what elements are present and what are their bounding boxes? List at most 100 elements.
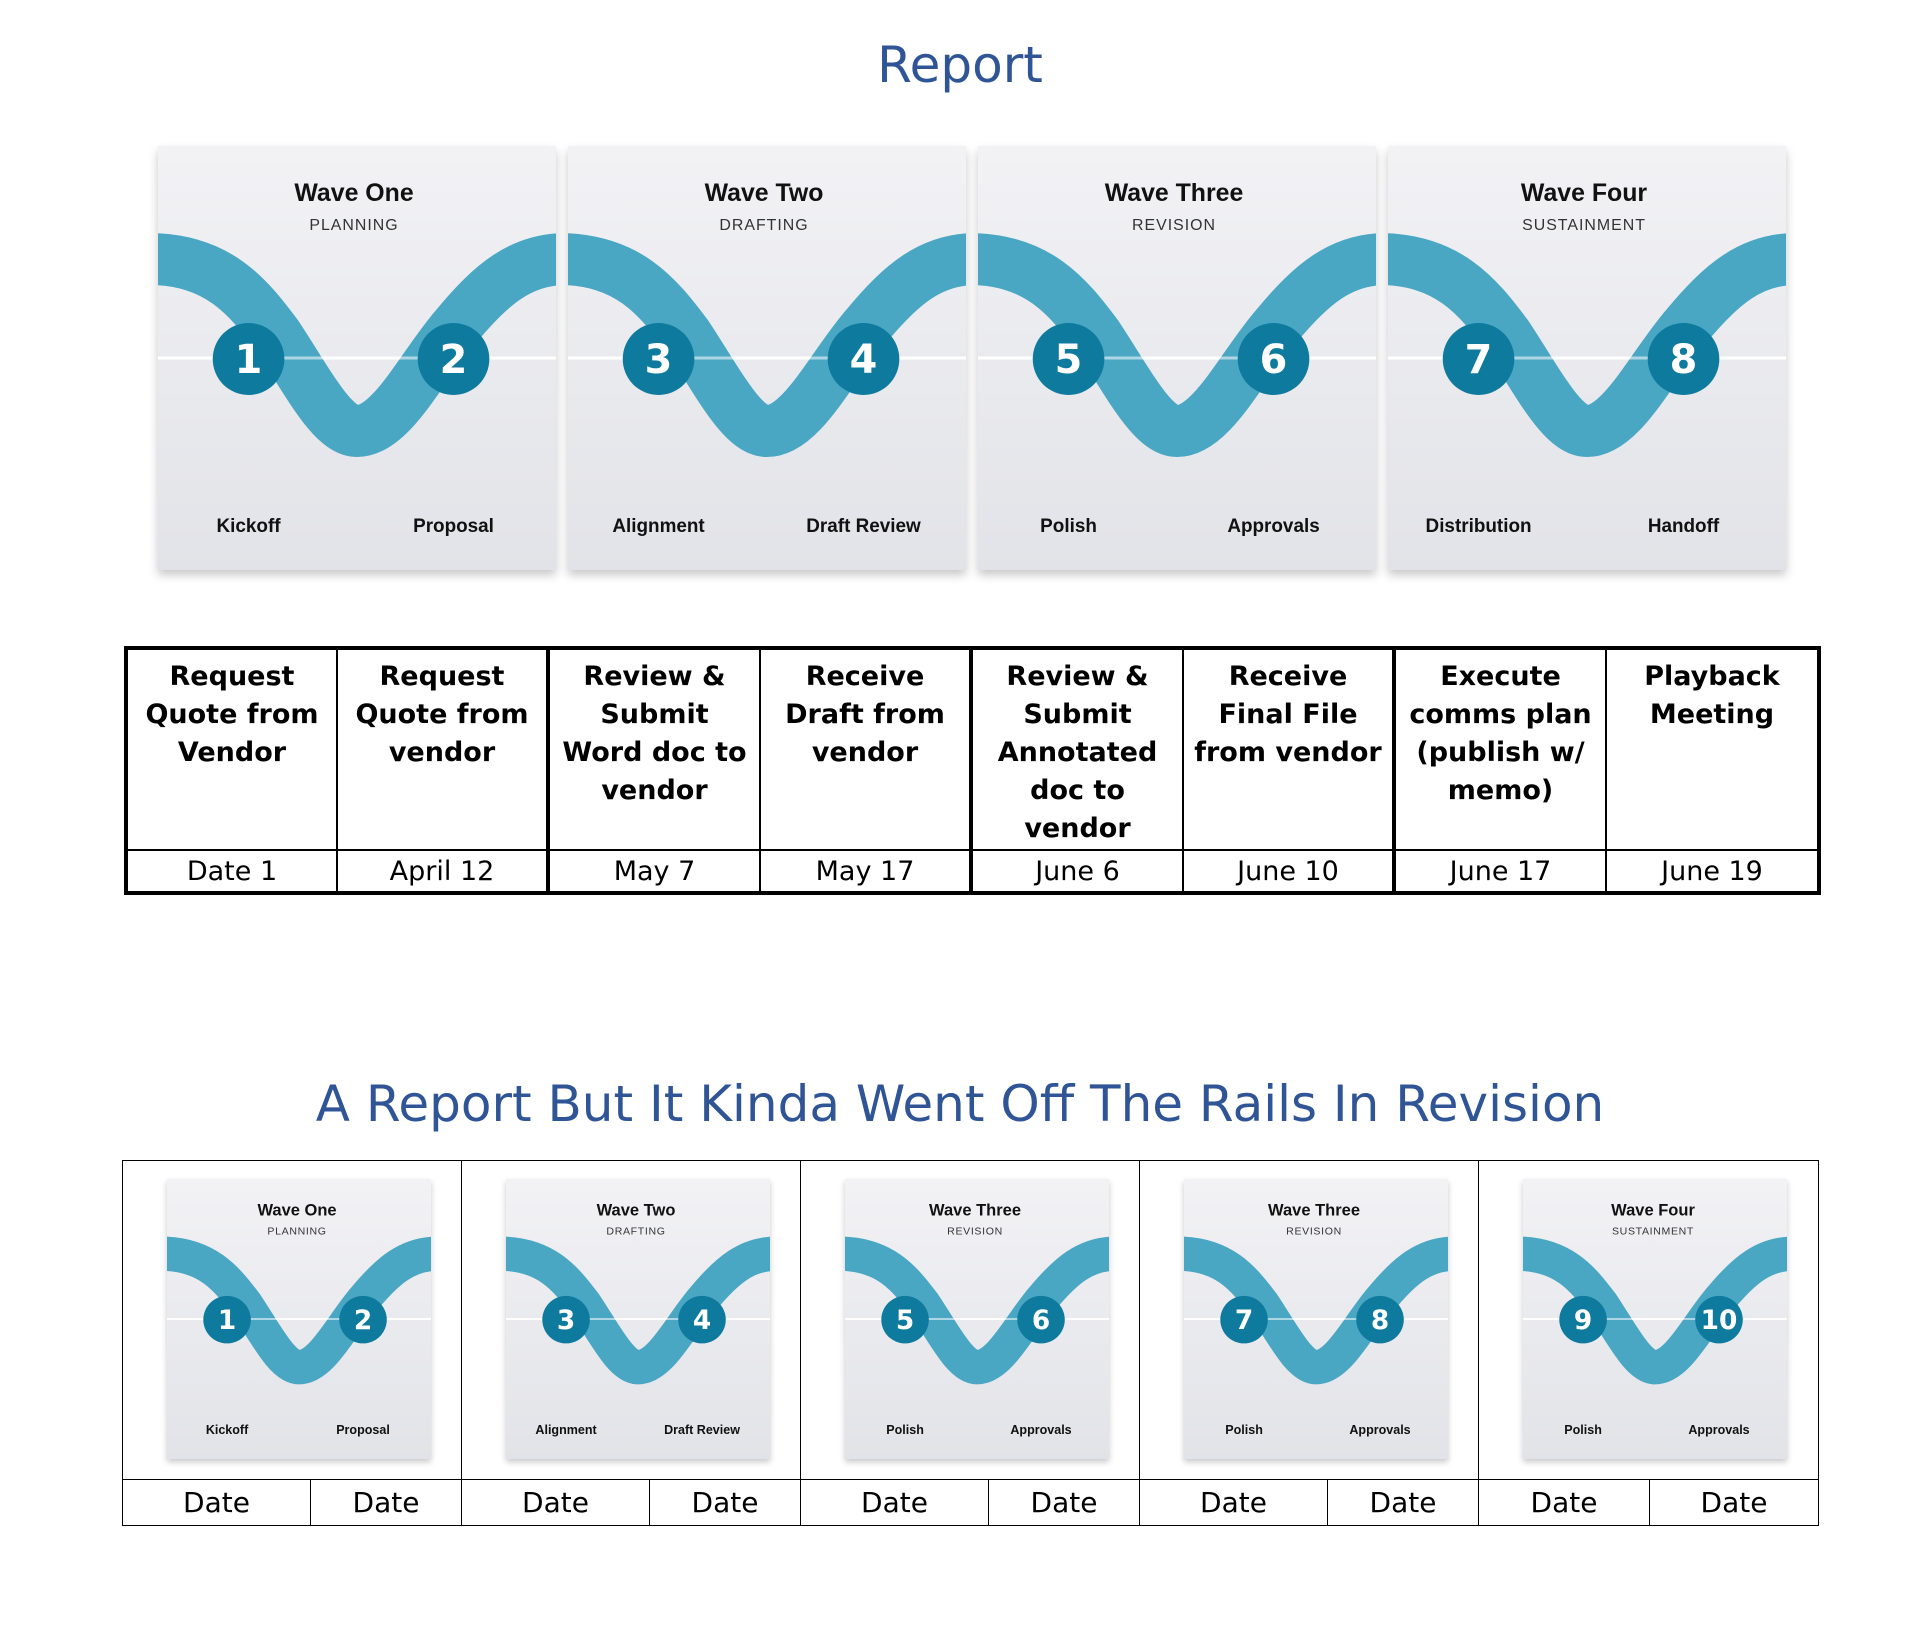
wave-ribbon xyxy=(1523,1236,1787,1385)
card-cell: 5 6 Wave Three REVISION Polish Approvals xyxy=(800,1160,1140,1480)
date-cell: Date xyxy=(1327,1479,1479,1526)
task-text-line: Review & xyxy=(1006,661,1149,692)
wave-card: 5 6 Wave Three REVISION Polish Approvals xyxy=(978,146,1376,570)
date-cell: Date xyxy=(122,1479,311,1526)
milestone-number: 7 xyxy=(1235,1305,1253,1336)
date-cell: Date xyxy=(800,1479,989,1526)
milestone-number: 4 xyxy=(850,337,878,383)
milestone-label: Kickoff xyxy=(206,1423,249,1437)
wave-graphic: 5 6 Wave Three REVISION Polish Approvals xyxy=(978,179,1376,537)
card-cell: 9 10 Wave Four SUSTAINMENT Polish Approvals xyxy=(1478,1160,1819,1480)
date-cell: Date xyxy=(1478,1479,1650,1526)
wave-phase: REVISION xyxy=(1132,217,1216,234)
task-text-line: (publish w/ xyxy=(1416,737,1585,768)
milestone-marker xyxy=(339,1295,387,1344)
milestone-label: Polish xyxy=(1564,1423,1602,1437)
milestone-number: 1 xyxy=(218,1305,236,1336)
milestone-marker xyxy=(212,323,285,395)
wave-graphic: 3 4 Wave Two DRAFTING Alignment Draft Review xyxy=(506,1201,770,1437)
milestone-label: Approvals xyxy=(1349,1423,1410,1437)
milestone-number: 1 xyxy=(235,337,263,383)
milestone-label: Polish xyxy=(886,1423,924,1437)
milestone-label: Kickoff xyxy=(217,516,282,537)
task-text-line: Word doc to xyxy=(562,737,747,768)
task-text-line: Quote from xyxy=(145,699,319,730)
wave-title: Wave Three xyxy=(929,1201,1021,1219)
milestone-number: 2 xyxy=(440,337,468,383)
wave-ribbon xyxy=(845,1236,1109,1385)
milestone-marker xyxy=(881,1295,929,1344)
wave-phase: DRAFTING xyxy=(719,217,808,234)
task-text-line: vendor xyxy=(601,775,708,806)
date-cell: Date xyxy=(461,1479,650,1526)
wave-phase: REVISION xyxy=(1286,1225,1342,1237)
task-text-line: Receive xyxy=(1228,661,1348,692)
milestone-label: Draft Review xyxy=(806,516,921,537)
card-cell: 3 4 Wave Two DRAFTING Alignment Draft Review xyxy=(461,1160,801,1480)
task-text-line: Execute xyxy=(1440,661,1561,692)
milestone-number: 7 xyxy=(1465,337,1493,383)
milestone-number: 8 xyxy=(1371,1305,1389,1336)
date-cell: May 17 xyxy=(759,849,973,895)
page-title: Report xyxy=(877,36,1043,94)
wave-ribbon xyxy=(1388,233,1786,458)
milestone-label: Draft Review xyxy=(664,1423,740,1437)
wave-title: Wave Four xyxy=(1611,1201,1695,1219)
task-cell: Review & Submit Word doc to vendor xyxy=(546,646,761,851)
schedule-table: Request Quote from Vendor Request Quote fro… xyxy=(124,646,1821,895)
task-text-line: Request xyxy=(169,661,295,692)
milestone-label: Polish xyxy=(1225,1423,1263,1437)
task-text-line: memo) xyxy=(1447,775,1554,806)
wave-title: Wave One xyxy=(257,1201,336,1219)
task-text-line: doc to xyxy=(1030,775,1125,806)
date-cell: Date 1 xyxy=(124,849,338,895)
milestone-marker xyxy=(1442,323,1515,395)
wave-title: Wave Four xyxy=(1521,179,1647,207)
revision-schedule-table: 1 2 Wave One PLANNING Kickoff Proposal 3 4 Wave… xyxy=(122,1160,1819,1526)
milestone-number: 8 xyxy=(1670,337,1698,383)
milestone-label: Proposal xyxy=(336,1423,390,1437)
date-cell: April 12 xyxy=(336,849,550,895)
milestone-marker xyxy=(1559,1295,1607,1344)
milestone-number: 2 xyxy=(354,1305,372,1336)
date-row: Date 1 April 12 May 7 May 17 June 6 June… xyxy=(124,849,1821,895)
date-cell: Date xyxy=(310,1479,462,1526)
card-cell: 1 2 Wave One PLANNING Kickoff Proposal xyxy=(122,1160,462,1480)
milestone-marker xyxy=(678,1295,726,1344)
task-cell: Playback Meeting xyxy=(1605,646,1821,851)
milestone-marker xyxy=(1220,1295,1268,1344)
task-text-line: Review & xyxy=(583,661,726,692)
milestone-number: 4 xyxy=(693,1305,711,1336)
task-text-line: vendor xyxy=(1024,813,1131,844)
date-cell: Date xyxy=(988,1479,1140,1526)
milestone-number: 10 xyxy=(1701,1305,1738,1336)
milestone-number: 6 xyxy=(1260,337,1288,383)
wave-card: 7 8 Wave Three REVISION Polish Approvals xyxy=(1184,1179,1448,1459)
milestone-marker xyxy=(1695,1295,1743,1344)
task-cell: Request Quote from vendor xyxy=(336,646,550,851)
milestone-marker xyxy=(1356,1295,1404,1344)
wave-graphic: 7 8 Wave Four SUSTAINMENT Distribution Handof… xyxy=(1388,179,1786,537)
task-cell: Review & Submit Annotated doc to vendor xyxy=(969,646,1184,851)
milestone-marker xyxy=(1237,323,1310,395)
task-text-line: Submit xyxy=(600,699,709,730)
date-cell: Date xyxy=(1139,1479,1328,1526)
date-cell: Date xyxy=(649,1479,801,1526)
milestone-marker xyxy=(1017,1295,1065,1344)
milestone-label: Proposal xyxy=(413,516,494,537)
milestone-marker xyxy=(827,323,900,395)
wave-ribbon xyxy=(568,233,966,458)
wave-card: 1 2 Wave One PLANNING Kickoff Proposal xyxy=(167,1179,431,1459)
task-text-line: Playback xyxy=(1644,661,1780,692)
wave-ribbon xyxy=(158,233,556,458)
date-cell: June 19 xyxy=(1605,849,1821,895)
milestone-label: Approvals xyxy=(1227,516,1319,537)
task-text-line: Quote from xyxy=(355,699,529,730)
wave-phase: DRAFTING xyxy=(606,1225,665,1237)
task-text-line: Meeting xyxy=(1649,699,1775,730)
milestone-label: Handoff xyxy=(1648,516,1720,537)
wave-ribbon xyxy=(506,1236,770,1385)
wave-phase: REVISION xyxy=(947,1225,1003,1237)
date-cell: June 10 xyxy=(1182,849,1396,895)
wave-phase: PLANNING xyxy=(267,1225,326,1237)
